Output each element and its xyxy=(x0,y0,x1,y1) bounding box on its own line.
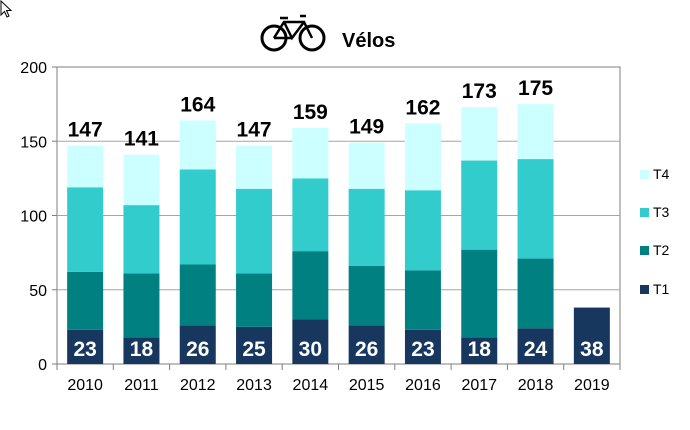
bar-segment-t4 xyxy=(236,145,273,189)
chart-title-group: Vélos xyxy=(260,14,395,52)
bar-segment-t3 xyxy=(236,188,273,274)
total-label: 159 xyxy=(293,101,328,124)
bar-segment-t2 xyxy=(236,273,273,327)
bar-segment-t1 xyxy=(573,307,610,364)
bar-segment-t3 xyxy=(461,160,498,250)
data-label-t1: 25 xyxy=(242,338,266,361)
x-tick-label: 2010 xyxy=(67,377,103,394)
total-label: 141 xyxy=(124,128,159,151)
legend: T4 T3 T2 T1 xyxy=(640,166,670,297)
y-tick-label: 100 xyxy=(20,209,47,226)
total-label: 149 xyxy=(349,116,384,139)
bar-segment-t2 xyxy=(179,264,216,326)
bar-segment-t2 xyxy=(404,270,441,330)
bar-segment-t4 xyxy=(123,154,160,206)
total-label: 147 xyxy=(68,119,103,142)
x-tick-label: 2019 xyxy=(574,377,610,394)
bar-segment-t1 xyxy=(348,325,385,364)
bar-segment-t3 xyxy=(292,178,329,252)
legend-label-t3: T3 xyxy=(653,204,670,220)
bar-segment-t1 xyxy=(404,329,441,364)
y-tick-label: 0 xyxy=(38,357,47,374)
total-label: 175 xyxy=(518,77,553,100)
bar-segment-t3 xyxy=(517,159,554,259)
bar-segment-t1 xyxy=(461,337,498,364)
y-tick-label: 200 xyxy=(20,60,47,77)
total-label: 164 xyxy=(180,93,215,116)
legend-label-t2: T2 xyxy=(653,242,670,258)
bar-segment-t2 xyxy=(348,265,385,326)
x-tick-label: 2012 xyxy=(180,377,216,394)
data-label-t1: 38 xyxy=(580,338,604,361)
legend-label-t1: T1 xyxy=(653,281,670,297)
total-label: 147 xyxy=(237,119,272,142)
data-label-t1: 26 xyxy=(186,338,209,361)
bar-segment-t2 xyxy=(123,273,160,338)
x-tick-label: 2013 xyxy=(236,377,272,394)
x-tick-label: 2018 xyxy=(518,377,554,394)
bar-segment-t1 xyxy=(517,328,554,364)
data-label-t1: 18 xyxy=(130,338,154,361)
data-label-t1: 30 xyxy=(299,338,322,361)
bicycle-icon xyxy=(260,14,326,52)
data-label-t1: 23 xyxy=(73,338,96,361)
bar-segment-t4 xyxy=(404,123,441,191)
plot-area: 0 50 100 150 200 23 147 2010 18 141 2011 26 164 2012 2… xyxy=(20,60,621,394)
total-label: 162 xyxy=(405,96,440,119)
bar-segment-t1 xyxy=(236,326,273,364)
bar-segment-t2 xyxy=(461,249,498,338)
bar-segment-t4 xyxy=(348,142,385,189)
data-label-t1: 23 xyxy=(411,338,434,361)
bar-segment-t3 xyxy=(348,188,385,266)
legend-swatch-t2 xyxy=(640,246,649,255)
legend-swatch-t3 xyxy=(640,208,649,217)
x-tick-label: 2014 xyxy=(293,377,329,394)
mouse-cursor-icon xyxy=(0,0,13,18)
legend-swatch-t4 xyxy=(640,170,649,179)
bar-segment-t4 xyxy=(179,120,216,170)
legend-swatch-t1 xyxy=(640,285,649,294)
legend-label-t4: T4 xyxy=(653,166,670,182)
chart-title: Vélos xyxy=(342,30,395,52)
bar-segment-t3 xyxy=(404,190,441,271)
bar-segment-t1 xyxy=(179,325,216,364)
bar-segment-t1 xyxy=(292,319,329,364)
x-tick-label: 2017 xyxy=(461,377,497,394)
bar-segment-t2 xyxy=(292,251,329,320)
bar-segment-t2 xyxy=(67,271,104,330)
bar-segment-t2 xyxy=(517,258,554,329)
y-tick-label: 50 xyxy=(29,283,47,300)
bar-segment-t3 xyxy=(67,187,104,272)
y-tick-label: 150 xyxy=(20,134,47,151)
bar-segment-t4 xyxy=(67,145,104,188)
bar-segment-t3 xyxy=(179,169,216,265)
total-label: 173 xyxy=(462,80,497,103)
x-tick-label: 2011 xyxy=(124,377,159,394)
bar-segment-t4 xyxy=(292,127,329,179)
data-label-t1: 26 xyxy=(355,338,378,361)
bar-segment-t3 xyxy=(123,205,160,274)
bar-segment-t4 xyxy=(517,104,554,160)
bar-segment-t1 xyxy=(67,329,104,364)
x-tick-label: 2015 xyxy=(349,377,385,394)
data-label-t1: 18 xyxy=(468,338,492,361)
bar-segment-t4 xyxy=(461,107,498,161)
x-tick-label: 2016 xyxy=(405,377,441,394)
bar-segment-t1 xyxy=(123,337,160,364)
data-label-t1: 24 xyxy=(524,338,548,361)
